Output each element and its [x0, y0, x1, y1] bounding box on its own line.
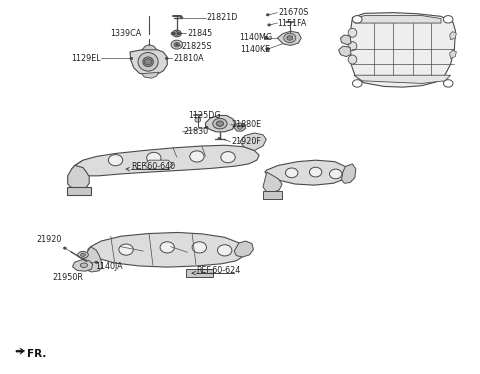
Polygon shape — [83, 246, 102, 272]
Polygon shape — [450, 50, 456, 58]
Ellipse shape — [348, 28, 357, 37]
Polygon shape — [205, 116, 235, 132]
Polygon shape — [340, 35, 351, 45]
Circle shape — [63, 247, 66, 249]
Circle shape — [264, 37, 268, 39]
Polygon shape — [341, 164, 356, 183]
Text: 21670S: 21670S — [278, 8, 309, 17]
Circle shape — [178, 33, 181, 35]
Text: 1140JA: 1140JA — [96, 262, 123, 271]
Polygon shape — [142, 45, 157, 50]
Ellipse shape — [81, 253, 85, 256]
Circle shape — [180, 17, 183, 19]
Polygon shape — [144, 160, 173, 169]
Circle shape — [218, 137, 221, 140]
Polygon shape — [265, 160, 349, 185]
Circle shape — [108, 154, 123, 166]
Ellipse shape — [284, 33, 296, 43]
Circle shape — [268, 24, 271, 26]
Circle shape — [266, 47, 270, 50]
Circle shape — [119, 244, 133, 255]
Polygon shape — [355, 16, 441, 23]
Ellipse shape — [216, 121, 224, 126]
Circle shape — [190, 151, 204, 162]
Polygon shape — [263, 172, 282, 193]
Circle shape — [160, 242, 174, 253]
Text: 1129EL: 1129EL — [72, 54, 101, 63]
Circle shape — [221, 151, 235, 163]
Text: 21950R: 21950R — [52, 273, 83, 282]
Circle shape — [95, 261, 98, 263]
Text: 1339CA: 1339CA — [110, 29, 141, 38]
Ellipse shape — [213, 119, 227, 129]
Text: 1140KE: 1140KE — [240, 45, 270, 54]
Ellipse shape — [238, 126, 242, 129]
Ellipse shape — [143, 57, 154, 67]
Circle shape — [329, 169, 342, 179]
Polygon shape — [68, 165, 89, 189]
Text: 21920: 21920 — [36, 235, 62, 245]
Ellipse shape — [348, 55, 357, 64]
Polygon shape — [338, 46, 351, 56]
Text: 1140MG: 1140MG — [239, 33, 272, 43]
Text: 1125DG: 1125DG — [188, 111, 221, 120]
Polygon shape — [16, 348, 24, 354]
Text: 21810A: 21810A — [173, 54, 204, 63]
Circle shape — [147, 152, 161, 163]
Polygon shape — [130, 49, 167, 75]
Circle shape — [144, 59, 152, 65]
Circle shape — [175, 43, 178, 46]
Text: REF.60-640: REF.60-640 — [131, 162, 175, 171]
Circle shape — [352, 80, 362, 87]
Bar — [263, 191, 282, 199]
Circle shape — [172, 30, 181, 37]
Ellipse shape — [348, 42, 357, 50]
Circle shape — [174, 42, 180, 47]
Circle shape — [352, 16, 362, 23]
Text: REF.60-624: REF.60-624 — [196, 266, 240, 275]
Polygon shape — [72, 145, 259, 176]
Ellipse shape — [138, 52, 158, 71]
Ellipse shape — [287, 36, 293, 40]
Text: 21821D: 21821D — [206, 13, 238, 22]
Circle shape — [205, 126, 208, 129]
Circle shape — [171, 32, 175, 35]
Ellipse shape — [78, 251, 88, 258]
Polygon shape — [277, 31, 301, 45]
Polygon shape — [234, 123, 246, 131]
Bar — [67, 187, 91, 195]
Polygon shape — [88, 233, 246, 267]
Circle shape — [192, 242, 206, 253]
Circle shape — [310, 167, 322, 177]
Circle shape — [444, 80, 453, 87]
Polygon shape — [234, 241, 253, 257]
Circle shape — [195, 118, 201, 122]
Circle shape — [266, 14, 269, 16]
Circle shape — [217, 245, 232, 256]
Text: 21825S: 21825S — [181, 42, 212, 50]
Circle shape — [174, 32, 179, 36]
Polygon shape — [450, 32, 456, 40]
Circle shape — [241, 125, 244, 127]
Polygon shape — [72, 260, 93, 271]
Polygon shape — [142, 72, 158, 78]
Text: 21880E: 21880E — [231, 120, 262, 129]
Polygon shape — [240, 133, 266, 150]
Circle shape — [165, 57, 168, 59]
Circle shape — [286, 168, 298, 178]
Ellipse shape — [80, 263, 87, 267]
Circle shape — [171, 40, 182, 49]
Circle shape — [444, 16, 453, 23]
Polygon shape — [350, 13, 456, 87]
Text: 21845: 21845 — [187, 29, 213, 38]
Text: 21830: 21830 — [183, 128, 209, 137]
Bar — [186, 269, 213, 277]
Circle shape — [130, 57, 133, 59]
Text: 21920F: 21920F — [231, 137, 261, 146]
Polygon shape — [354, 75, 451, 83]
Text: 1151FA: 1151FA — [277, 19, 307, 28]
Text: FR.: FR. — [26, 349, 46, 359]
